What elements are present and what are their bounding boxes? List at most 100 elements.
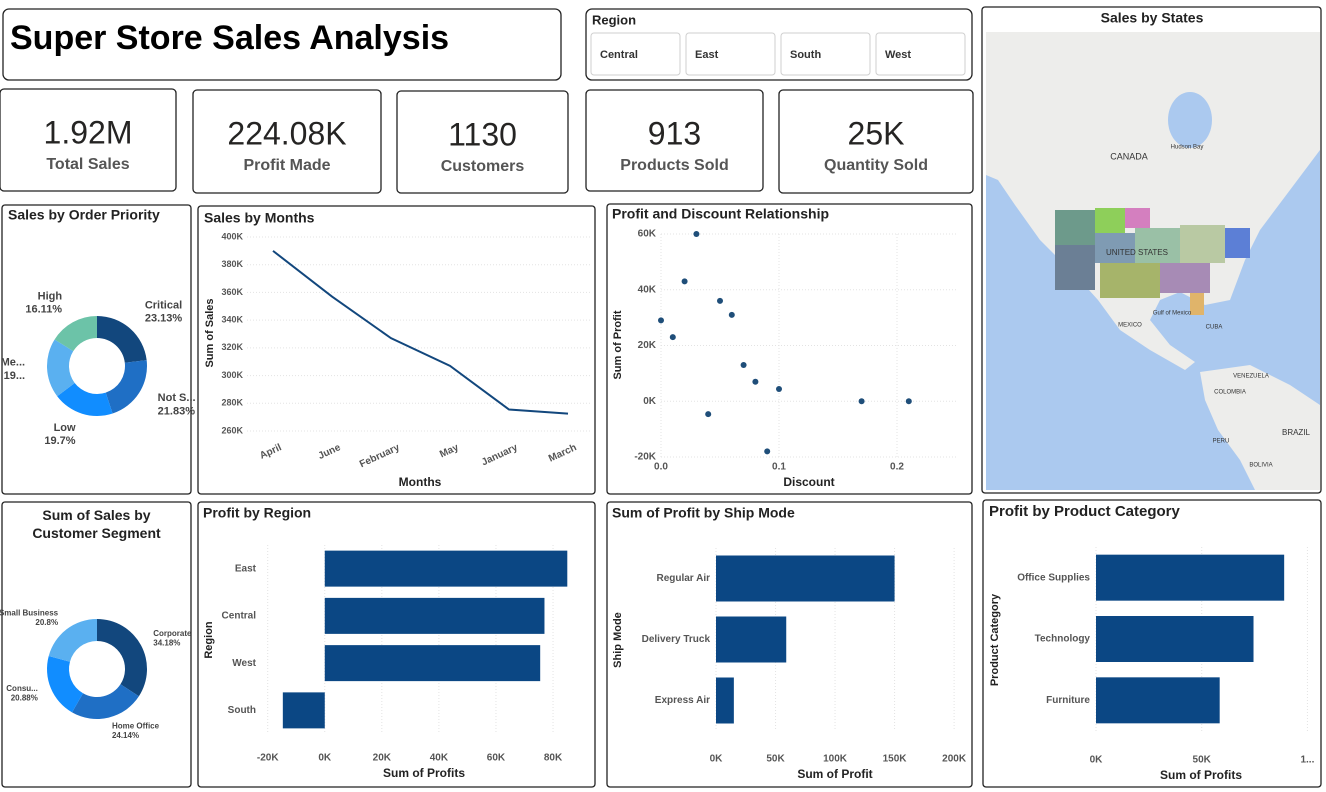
x-tick-label: 20K (373, 753, 392, 764)
map-state (1125, 208, 1150, 228)
x-tick-label: 0.1 (772, 462, 786, 473)
bar (716, 616, 787, 663)
map-state (1225, 228, 1250, 258)
chart-title: Profit by Product Category (989, 503, 1181, 520)
chart-title: Sum of Sales by Customer Segment (32, 507, 161, 541)
slice-label: Not S... (158, 392, 196, 404)
slicer-button[interactable] (590, 32, 681, 76)
map-label: UNITED STATES (1106, 248, 1168, 257)
map-state (1180, 225, 1225, 263)
slice-value-label: 23.13% (145, 313, 183, 325)
map-state (1055, 210, 1095, 245)
bar (1096, 616, 1254, 662)
chart-title: Sales by Order Priority (8, 207, 160, 223)
map-state (1095, 233, 1135, 263)
x-axis-title: Sum of Profits (1160, 768, 1242, 782)
map-state (1100, 263, 1160, 298)
kpi-value: 25K (848, 115, 905, 151)
kpi-label: Quantity Sold (824, 157, 928, 174)
slice-value-label: 16.11% (25, 304, 62, 316)
slicer-option[interactable]: Central (600, 49, 638, 61)
chart-card (197, 501, 596, 788)
map-label: VENEZUELA (1233, 374, 1269, 380)
slice-label: Me... (1, 357, 25, 369)
kpi-card (585, 89, 764, 192)
slice-value-label: 24.14% (112, 731, 139, 740)
y-tick-label: -20K (634, 452, 656, 463)
donut-slice (48, 619, 97, 662)
bar (1096, 554, 1285, 601)
scatter-point (764, 448, 771, 455)
slicer-option[interactable]: East (695, 49, 719, 61)
slice-label: Small Business (0, 608, 59, 617)
chart-card (606, 203, 973, 495)
y-axis-title: Sum of Sales (204, 298, 216, 367)
y-tick-label: West (232, 658, 256, 669)
chart-title: Sum of Profit by Ship Mode (612, 505, 795, 521)
kpi-value: 913 (648, 115, 701, 151)
slice-value-label: 34.18% (153, 638, 180, 647)
x-tick-label: 50K (1193, 755, 1212, 766)
x-tick-label: 40K (430, 753, 449, 764)
slicer-button[interactable] (685, 32, 776, 76)
slice-value-label: 20.88% (11, 693, 38, 702)
kpi-card (778, 89, 974, 194)
y-tick-label: Office Supplies (1017, 572, 1090, 583)
kpi-card (192, 89, 382, 194)
y-tick-label: 380K (221, 259, 243, 269)
map-water (1168, 92, 1212, 148)
slicer-option[interactable]: South (790, 49, 821, 61)
chart-title: Profit by Region (203, 505, 311, 521)
map-state (1055, 245, 1095, 290)
scatter-point (728, 311, 735, 318)
chart-title-box: Sum of Sales by Customer Segment (32, 507, 161, 541)
line (272, 250, 569, 415)
kpi-label: Customers (441, 158, 525, 175)
bar (1096, 677, 1220, 724)
map-land (986, 32, 1320, 370)
scatter-point (717, 297, 723, 304)
map-state (1135, 228, 1180, 263)
slice-label: Home Office (112, 722, 160, 731)
donut-slice (97, 316, 147, 363)
y-tick-label: East (235, 563, 257, 574)
kpi-value: 1130 (448, 116, 517, 152)
slicer-title: Region (592, 12, 636, 27)
bar (324, 597, 545, 634)
donut-slice (57, 382, 113, 416)
chart-title: Sales by Months (204, 210, 315, 226)
kpi-label: Total Sales (46, 156, 129, 173)
slice-value-label: 19.7% (44, 435, 75, 447)
map-label: COLOMBIA (1214, 390, 1246, 396)
slice-label: Critical (145, 299, 182, 311)
scatter-point (705, 411, 712, 418)
map-label: CUBA (1206, 325, 1223, 331)
y-tick-label: 400K (221, 231, 243, 241)
kpi-label: Products Sold (620, 157, 728, 174)
x-axis-title: Sum of Profits (383, 766, 465, 780)
slice-label: Corporate (153, 629, 192, 638)
y-tick-label: Regular Air (656, 573, 710, 584)
y-axis-title: Region (203, 621, 215, 659)
x-axis-title: Discount (783, 475, 834, 489)
scatter-point (681, 278, 688, 285)
kpi-card (396, 90, 569, 194)
scatter-point (693, 231, 700, 237)
x-tick-label: 100K (823, 754, 848, 765)
slicer-button[interactable] (780, 32, 871, 76)
kpi-card (0, 88, 177, 192)
y-tick-label: 40K (638, 284, 657, 295)
x-tick-label: 60K (487, 753, 506, 764)
y-tick-label: 0K (643, 396, 657, 407)
scatter-point (858, 398, 865, 405)
x-tick-label: -20K (257, 753, 279, 764)
y-axis-title: Sum of Profit (612, 310, 624, 379)
map-label: CANADA (1110, 151, 1148, 161)
y-tick-label: 260K (221, 425, 243, 435)
x-tick-label: 80K (544, 753, 563, 764)
y-tick-label: 300K (221, 370, 243, 380)
slice-label: High (38, 290, 63, 302)
slicer-button[interactable] (875, 32, 966, 76)
slicer-option[interactable]: West (885, 49, 911, 61)
